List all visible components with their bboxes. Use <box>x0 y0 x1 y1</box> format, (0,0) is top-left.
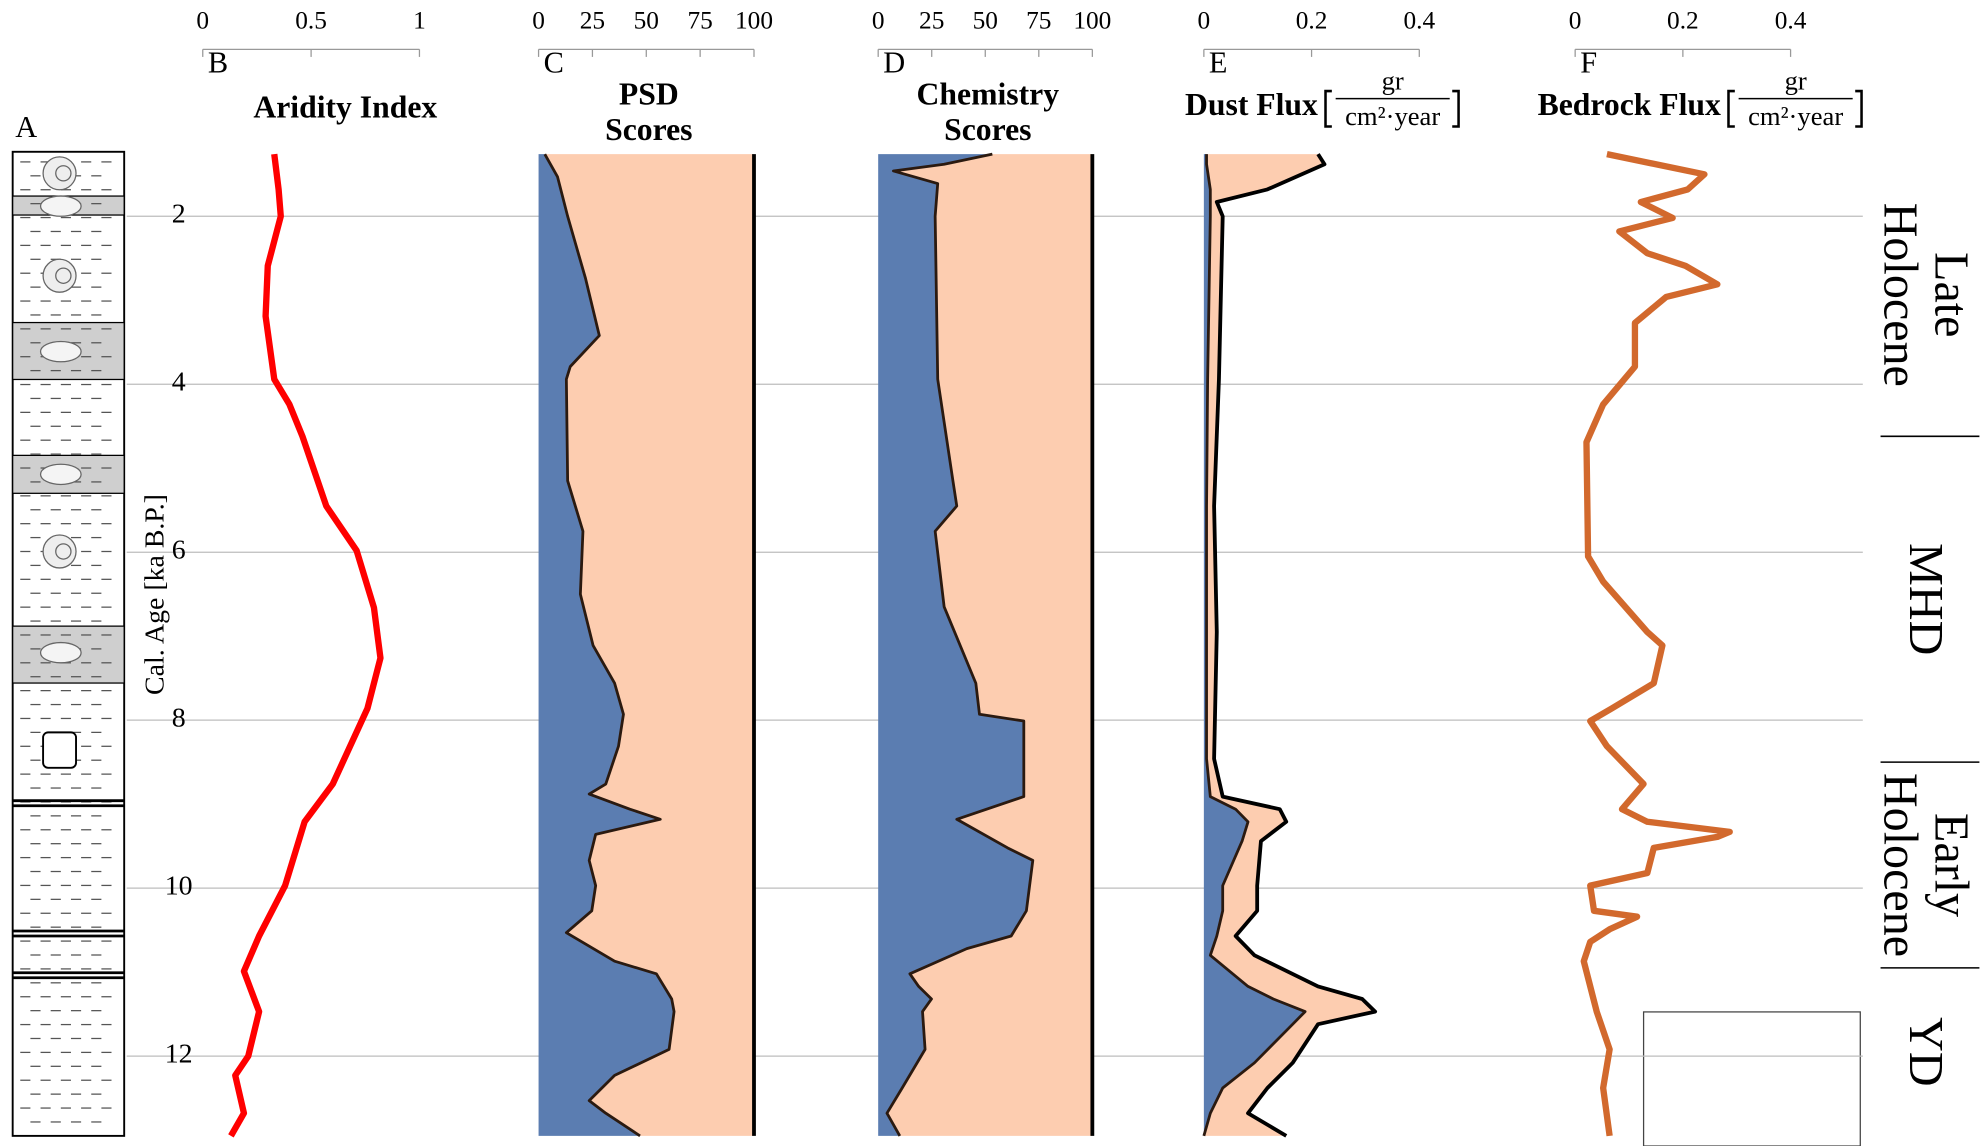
panel-letter: D <box>883 46 905 80</box>
panel-letter: C <box>544 46 564 80</box>
period-label: Early <box>1924 813 1977 917</box>
panel-letter: A <box>15 110 37 144</box>
x-tick-label: 0.4 <box>1775 7 1807 35</box>
fossil-icon <box>41 643 82 663</box>
figure: 2 4 6 8 10 12 Cal. Age [ka B.P.] A 0 0.5 1 B Aridity… <box>0 0 1987 1146</box>
x-tick-label: 0 <box>1198 7 1211 35</box>
panel-title: Bedrock Flux <box>1538 87 1721 122</box>
y-tick-label: 6 <box>172 535 186 566</box>
y-tick-label: 8 <box>172 703 186 734</box>
x-tick-label: 0 <box>196 7 209 35</box>
x-tick-label: 0 <box>1569 7 1582 35</box>
panel-title: Aridity Index <box>253 89 437 124</box>
period-label: Holocene <box>1874 773 1927 957</box>
panel-title: Dust Flux <box>1185 87 1318 122</box>
panel-letter: B <box>208 46 228 80</box>
x-tick-label: 0 <box>872 7 885 35</box>
period-label: Late <box>1924 252 1977 337</box>
unit-denominator: cm²·year <box>1345 101 1440 131</box>
page: {"chart_data": [ {"type": "lithology", "… <box>0 0 1987 1146</box>
panel-letter: F <box>1580 46 1597 80</box>
y-tick-label: 4 <box>172 367 186 398</box>
fossil-icon <box>41 342 82 362</box>
x-tick-label: 0.2 <box>1667 7 1699 35</box>
period-label: MHD <box>1899 543 1952 655</box>
y-axis-label: Cal. Age [ka B.P.] <box>140 494 171 695</box>
fossil-icon <box>41 196 82 216</box>
x-tick-label: 50 <box>634 7 659 35</box>
panel-letter: E <box>1209 46 1228 80</box>
period-label: Holocene <box>1874 203 1927 387</box>
panel-title: Chemistry <box>917 77 1060 112</box>
fossil-icon <box>43 732 76 767</box>
data-line <box>231 154 381 1136</box>
x-tick-label: 25 <box>580 7 605 35</box>
fossil-icon <box>41 464 82 484</box>
x-tick-label: 0.2 <box>1296 7 1328 35</box>
panel-title: PSD <box>619 77 679 112</box>
x-tick-label: 75 <box>687 7 712 35</box>
x-tick-label: 0.4 <box>1403 7 1435 35</box>
data-line <box>1584 154 1730 1136</box>
y-tick-label: 12 <box>165 1039 193 1070</box>
x-tick-label: 25 <box>919 7 944 35</box>
x-tick-label: 100 <box>1073 7 1111 35</box>
x-tick-label: 75 <box>1026 7 1051 35</box>
unit-denominator: cm²·year <box>1748 101 1843 131</box>
panel-title: Scores <box>944 112 1031 147</box>
y-tick-label: 2 <box>172 199 186 230</box>
panel-title: Scores <box>605 112 692 147</box>
unit-numerator: gr <box>1785 66 1807 96</box>
x-tick-label: 100 <box>735 7 773 35</box>
x-tick-label: 50 <box>973 7 998 35</box>
empty-box <box>1644 1012 1861 1146</box>
period-label: YD <box>1899 1017 1952 1086</box>
unit-numerator: gr <box>1382 66 1404 96</box>
x-tick-label: 0.5 <box>295 7 327 35</box>
x-tick-label: 0 <box>532 7 545 35</box>
y-tick-label: 10 <box>165 871 193 902</box>
x-tick-label: 1 <box>413 7 426 35</box>
